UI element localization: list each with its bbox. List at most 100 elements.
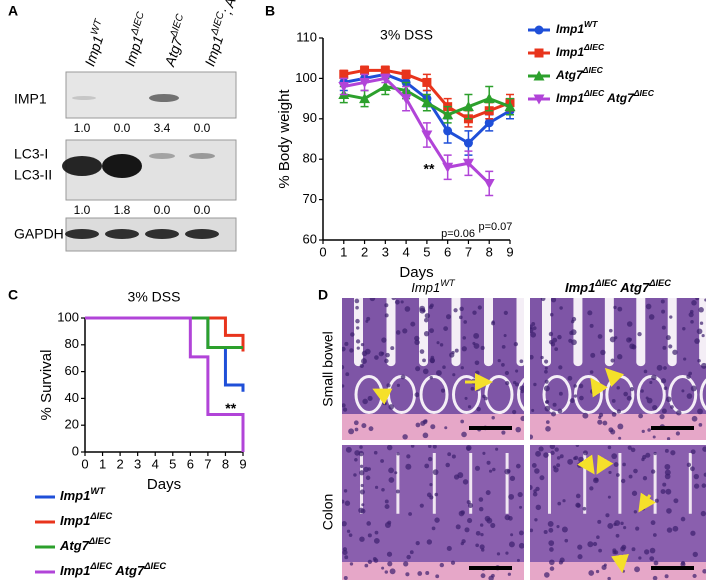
nucleus (434, 492, 439, 497)
nucleus (361, 358, 367, 365)
nucleus (683, 357, 687, 361)
nucleus (613, 305, 617, 310)
lumen (516, 298, 524, 367)
x-tick-label: 1 (340, 244, 347, 259)
nucleus (549, 566, 555, 571)
nucleus (629, 343, 635, 350)
nucleus (430, 358, 435, 364)
nucleus (355, 318, 360, 324)
nucleus (480, 573, 486, 579)
nucleus (587, 541, 594, 548)
quant-label: 0.0 (154, 203, 171, 217)
nucleus (535, 486, 540, 492)
nucleus (394, 471, 398, 475)
y-tick-label: 80 (65, 336, 79, 351)
nucleus (480, 533, 484, 537)
nucleus (467, 518, 473, 524)
nucleus (367, 559, 373, 564)
nucleus (389, 568, 396, 575)
nucleus (348, 533, 353, 537)
nucleus (589, 323, 594, 328)
nucleus (608, 328, 613, 333)
crypt (542, 375, 572, 415)
nucleus (704, 298, 706, 302)
nucleus (615, 473, 620, 477)
nucleus (538, 446, 544, 452)
chart-title: 3% DSS (380, 27, 433, 43)
nucleus (582, 412, 589, 419)
nucleus (662, 482, 667, 487)
annotation: p=0.07 (478, 221, 512, 233)
nucleus (557, 334, 562, 340)
nucleus (386, 445, 393, 451)
nucleus (557, 408, 563, 414)
nucleus (485, 490, 491, 496)
nucleus (403, 561, 409, 567)
lane-label: Imp1ΔIEC; Atg7ΔIEC (200, 0, 252, 68)
nucleus (364, 563, 369, 568)
nucleus (597, 519, 602, 524)
nucleus (600, 349, 606, 356)
marker (421, 97, 433, 108)
series-line (343, 76, 491, 185)
nucleus (400, 374, 406, 380)
x-tick-label: 9 (506, 244, 513, 259)
nucleus (530, 528, 534, 533)
nucleus (508, 541, 515, 548)
marker (422, 77, 432, 87)
marker (421, 130, 433, 141)
lumen (688, 453, 692, 514)
nucleus (454, 348, 459, 353)
nucleus (367, 533, 372, 538)
x-tick-label: 0 (81, 456, 88, 471)
nucleus (561, 526, 568, 533)
nucleus (535, 504, 542, 511)
nucleus (464, 527, 470, 533)
nucleus (391, 298, 396, 301)
arrow (638, 492, 656, 513)
nucleus (617, 423, 624, 430)
nucleus (646, 397, 653, 404)
nucleus (354, 427, 359, 432)
nucleus (461, 539, 466, 544)
histology-image (342, 445, 524, 580)
nucleus (633, 468, 638, 474)
nucleus (610, 358, 615, 363)
x-tick-label: 7 (204, 456, 211, 471)
nucleus (681, 389, 685, 393)
marker (379, 80, 391, 91)
nucleus (611, 453, 618, 460)
nucleus (455, 524, 461, 530)
nucleus (478, 506, 484, 512)
nucleus (703, 472, 706, 477)
nucleus (362, 398, 368, 405)
nucleus (504, 370, 510, 376)
nucleus (592, 477, 599, 484)
nucleus (395, 330, 401, 335)
marker (442, 109, 454, 120)
column-title: Imp1ΔIEC Atg7ΔIEC (565, 278, 671, 295)
marker (484, 118, 494, 128)
marker (380, 65, 390, 75)
nucleus (617, 354, 623, 360)
nucleus (402, 328, 408, 334)
nucleus (544, 359, 549, 364)
lumen (667, 298, 677, 367)
nucleus (445, 462, 450, 468)
nucleus (431, 526, 436, 531)
nucleus (420, 420, 426, 426)
tissue (342, 298, 524, 440)
nucleus (633, 510, 638, 514)
nucleus (589, 486, 594, 491)
legend-label: Imp1ΔIEC Atg7ΔIEC (556, 88, 655, 105)
nucleus (618, 436, 622, 440)
nucleus (596, 535, 600, 539)
nucleus (608, 470, 612, 475)
nucleus (381, 488, 385, 492)
nucleus (519, 385, 524, 391)
nucleus (364, 348, 371, 355)
nucleus (355, 326, 360, 330)
nucleus (660, 378, 667, 384)
nucleus (554, 347, 559, 352)
nucleus (613, 462, 619, 468)
